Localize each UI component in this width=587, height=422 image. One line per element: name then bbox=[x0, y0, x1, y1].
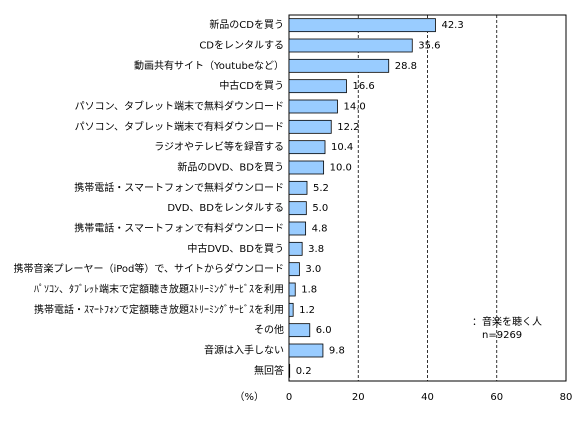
value-label: 42.3 bbox=[441, 20, 463, 31]
bar bbox=[288, 241, 303, 256]
value-label: 14.0 bbox=[343, 102, 365, 113]
value-label: 5.2 bbox=[313, 183, 329, 194]
y-tick-label: 携帯電話・ｽﾏｰﾄﾌｫﾝで定額聴き放題ｽﾄﾘｰﾐﾝｸﾞｻｰﾋﾞｽを利用 bbox=[34, 303, 284, 316]
y-tick-label: 携帯電話・スマートフォンで無料ダウンロード bbox=[74, 181, 284, 194]
y-tick-label: CDをレンタルする bbox=[199, 40, 284, 52]
value-label: 35.6 bbox=[418, 41, 440, 52]
bar bbox=[288, 363, 291, 378]
value-label: 4.8 bbox=[312, 224, 328, 235]
value-label: 1.8 bbox=[301, 285, 317, 296]
bar bbox=[288, 323, 311, 338]
bar bbox=[288, 282, 296, 297]
value-label: 3.0 bbox=[305, 264, 321, 275]
bar bbox=[288, 201, 307, 216]
y-tick-label: DVD、BDをレンタルする bbox=[167, 202, 284, 214]
y-tick-label: パソコン、タブレット端末で無料ダウンロード bbox=[75, 100, 284, 113]
bar bbox=[288, 180, 308, 195]
value-label: 0.2 bbox=[296, 366, 312, 377]
bar bbox=[288, 221, 307, 236]
value-label: 12.2 bbox=[337, 122, 359, 133]
value-label: 10.0 bbox=[330, 163, 352, 174]
y-tick-label: パソコン、タブレット端末で有料ダウンロード bbox=[75, 120, 284, 133]
y-tick-label: 新品のDVD、BDを買う bbox=[177, 161, 284, 174]
value-label: 10.4 bbox=[331, 142, 353, 153]
plot-frame bbox=[288, 14, 567, 382]
value-label: 5.0 bbox=[312, 203, 328, 214]
value-label: 1.2 bbox=[299, 305, 315, 316]
bar bbox=[288, 343, 324, 358]
x-tick-label: 40 bbox=[421, 392, 434, 403]
bar bbox=[288, 119, 332, 134]
bar bbox=[288, 18, 436, 33]
bar bbox=[288, 262, 300, 277]
bar bbox=[288, 302, 294, 317]
bar bbox=[288, 99, 338, 114]
y-tick-label: 動画共有サイト（Youtubeなど） bbox=[134, 59, 284, 72]
bar bbox=[288, 160, 325, 175]
y-tick-label: 中古CDを買う bbox=[219, 79, 284, 92]
value-label: 9.8 bbox=[329, 346, 345, 357]
y-tick-label: 中古DVD、BDを買う bbox=[187, 242, 284, 255]
annotation: ：音楽を聴く人 bbox=[472, 315, 542, 328]
y-tick-label: 音源は入手しない bbox=[204, 344, 284, 357]
bar bbox=[288, 38, 413, 53]
x-tick-label: 20 bbox=[352, 392, 365, 403]
y-tick-label: 無回答 bbox=[254, 364, 284, 377]
y-tick-label: ラジオやテレビ等を録音する bbox=[154, 140, 284, 153]
y-tick-label: 新品のCDを買う bbox=[209, 18, 284, 31]
x-tick-label: 80 bbox=[560, 392, 573, 403]
x-tick-label: 60 bbox=[490, 392, 503, 403]
value-label: 16.6 bbox=[352, 81, 374, 92]
y-tick-label: 携帯電話・スマートフォンで有料ダウンロード bbox=[74, 222, 284, 235]
x-axis-label: （%） bbox=[234, 391, 264, 403]
annotation: n=9269 bbox=[482, 330, 522, 341]
value-label: 6.0 bbox=[316, 325, 332, 336]
y-tick-label: その他 bbox=[254, 323, 284, 336]
bar bbox=[288, 140, 326, 155]
bar bbox=[288, 79, 347, 94]
x-tick-label: 0 bbox=[286, 392, 292, 403]
value-label: 28.8 bbox=[395, 61, 417, 72]
bar bbox=[288, 58, 390, 73]
y-tick-label: 携帯音楽プレーヤー（iPod等）で、サイトからダウンロード bbox=[13, 262, 284, 275]
y-tick-label: ﾊﾟｿｺﾝ、ﾀﾌﾞﾚｯﾄ端末で定額聴き放題ｽﾄﾘｰﾐﾝｸﾞｻｰﾋﾞｽを利用 bbox=[34, 283, 284, 296]
value-label: 3.8 bbox=[308, 244, 324, 255]
